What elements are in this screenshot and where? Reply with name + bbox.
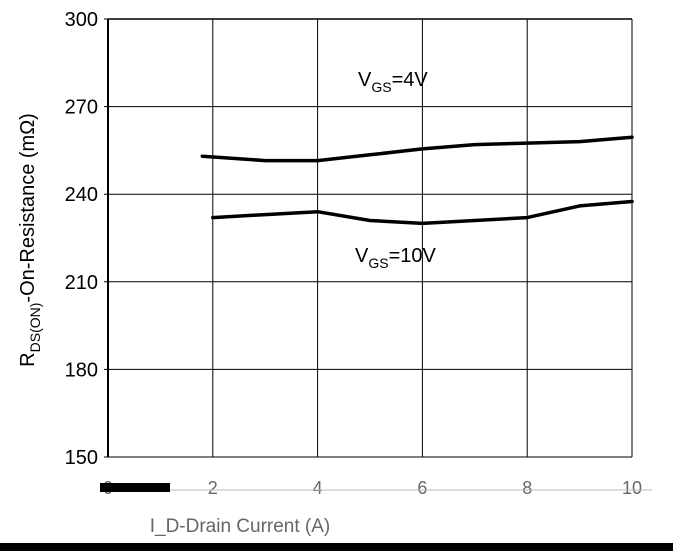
x-tick-label: 4 — [313, 478, 323, 498]
series-layer — [200, 135, 634, 226]
annotation-vgs-4v: VGS=4V — [358, 69, 428, 95]
annotation-vgs-10v: VGS=10V — [355, 245, 437, 271]
y-tick-label: 210 — [65, 272, 98, 294]
grid — [107, 18, 633, 458]
x-tick-label: 10 — [622, 478, 642, 498]
y-tick-label: 180 — [65, 359, 98, 381]
y-tick-label: 300 — [65, 9, 98, 31]
y-tick-label: 240 — [65, 184, 98, 206]
axis-artifact-bar — [100, 483, 170, 492]
y-tick-label: 270 — [65, 97, 98, 119]
series-line-1 — [211, 199, 634, 226]
x-tick-label: 2 — [208, 478, 218, 498]
y-tick-label: 150 — [65, 447, 98, 469]
footer-bar — [0, 543, 673, 551]
x-tick-label: 6 — [417, 478, 427, 498]
x-tick-label: 8 — [522, 478, 532, 498]
y-tick-labels: 150 180 210 240 270 300 — [65, 9, 108, 469]
series-line-0 — [200, 135, 634, 163]
x-axis-label: I_D-Drain Current (A) — [150, 516, 331, 537]
y-axis-label: RDS(ON)-On-Resistance (mΩ) — [17, 113, 43, 367]
